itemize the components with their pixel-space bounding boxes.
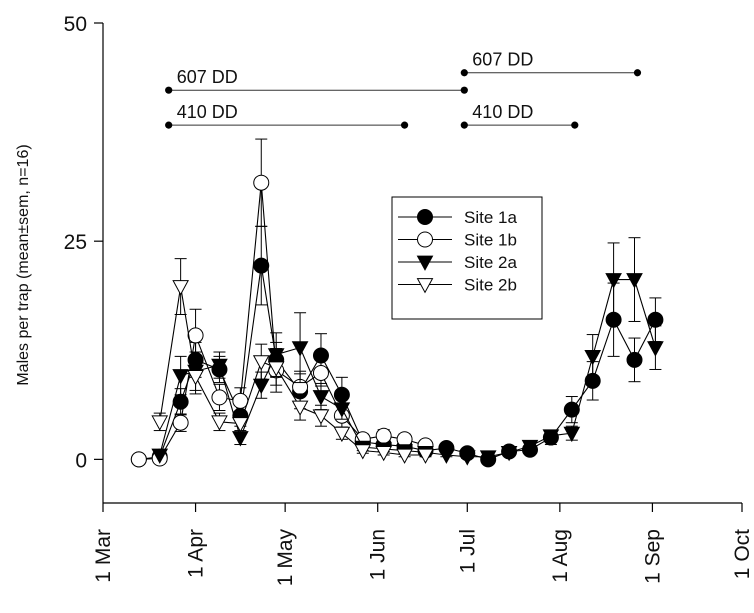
data-point (253, 174, 270, 191)
data-point (375, 427, 392, 444)
legend-label: Site 1b (464, 231, 517, 250)
y-tick-label: 25 (64, 231, 87, 254)
axes: 0 25 50 1 Mar 1 Apr 1 May 1 Jun 1 Jul 1 Aug 1 Sep… (64, 13, 754, 586)
data-point (211, 389, 228, 406)
legend-label: Site 1a (464, 208, 517, 227)
x-tick-label: 1 Sep (641, 529, 664, 584)
x-tick-label: 1 Jul (456, 529, 479, 573)
data-point (211, 415, 228, 431)
data-point (130, 451, 147, 468)
y-tick-label: 50 (64, 13, 87, 36)
dd-endpoint (571, 121, 579, 129)
data-point (626, 273, 643, 289)
dd-endpoint (400, 121, 409, 129)
dd-endpoint (460, 86, 468, 94)
data-point (312, 409, 330, 425)
data-point (563, 401, 580, 418)
degree-day-annotations: 607 DD 410 DD 607 DD 410 DD (165, 50, 642, 129)
y-tick-label: 0 (75, 449, 87, 472)
data-point (417, 448, 434, 464)
x-tick-label: 1 Aug (549, 529, 572, 583)
data-point (187, 327, 204, 344)
data-point (333, 426, 351, 443)
data-point (605, 273, 622, 289)
data-point (375, 445, 393, 462)
data-point (416, 278, 434, 294)
data-point (291, 400, 309, 416)
dd-label: 607 DD (472, 50, 533, 70)
x-tick-label: 1 Mar (92, 529, 115, 583)
data-point (584, 349, 602, 366)
dd-label: 410 DD (472, 102, 533, 122)
data-point (253, 257, 270, 274)
data-point (151, 448, 169, 464)
data-point (626, 351, 643, 368)
data-point (438, 448, 455, 464)
dd-endpoint (165, 86, 173, 94)
data-point (563, 426, 581, 443)
data-point (416, 255, 434, 271)
data-point (647, 341, 664, 357)
data-point (232, 417, 249, 433)
data-point (252, 355, 270, 371)
legend-item: Site 1b (398, 231, 517, 250)
series-site-2b (151, 258, 434, 464)
series-site-1b (130, 138, 434, 468)
series-layer (130, 138, 664, 468)
dd-endpoint (460, 69, 468, 77)
legend-item: Site 2b (398, 276, 517, 295)
data-point (312, 390, 330, 406)
data-point (252, 378, 270, 395)
legend-label: Site 2a (464, 253, 517, 272)
data-point (312, 364, 329, 381)
y-axis-label: Males per trap (mean±sem, n=16) (15, 144, 32, 385)
legend: Site 1a Site 1b Site 2a Site 2b (391, 196, 543, 320)
dd-endpoint (165, 121, 173, 129)
data-point (333, 402, 351, 418)
data-point (211, 358, 228, 375)
data-point (354, 444, 372, 460)
legend-item: Site 1a (398, 208, 517, 227)
data-point (458, 450, 476, 466)
data-point (172, 280, 189, 296)
data-point (187, 370, 204, 386)
legend-label: Site 2b (464, 276, 517, 295)
dd-label: 607 DD (177, 67, 238, 87)
legend-item: Site 2a (398, 253, 517, 272)
x-tick-label: 1 Jun (367, 529, 390, 580)
data-point (417, 209, 433, 225)
data-point (151, 415, 169, 431)
data-point (500, 445, 518, 462)
data-point (232, 392, 249, 409)
data-point (232, 431, 249, 447)
data-point (396, 448, 413, 464)
x-tick-label: 1 Oct (731, 529, 754, 579)
data-point (291, 341, 309, 357)
dd-endpoint (633, 69, 642, 77)
x-tick-label: 1 May (274, 529, 297, 587)
data-point (172, 414, 189, 431)
data-point (417, 231, 433, 248)
dd-label: 410 DD (177, 102, 238, 122)
data-point (647, 311, 664, 328)
data-point (479, 450, 497, 466)
data-point (172, 369, 189, 385)
data-point (521, 439, 539, 456)
data-point (267, 361, 285, 377)
dd-endpoint (460, 121, 468, 129)
data-point (542, 429, 560, 445)
x-tick-label: 1 Apr (185, 529, 208, 578)
